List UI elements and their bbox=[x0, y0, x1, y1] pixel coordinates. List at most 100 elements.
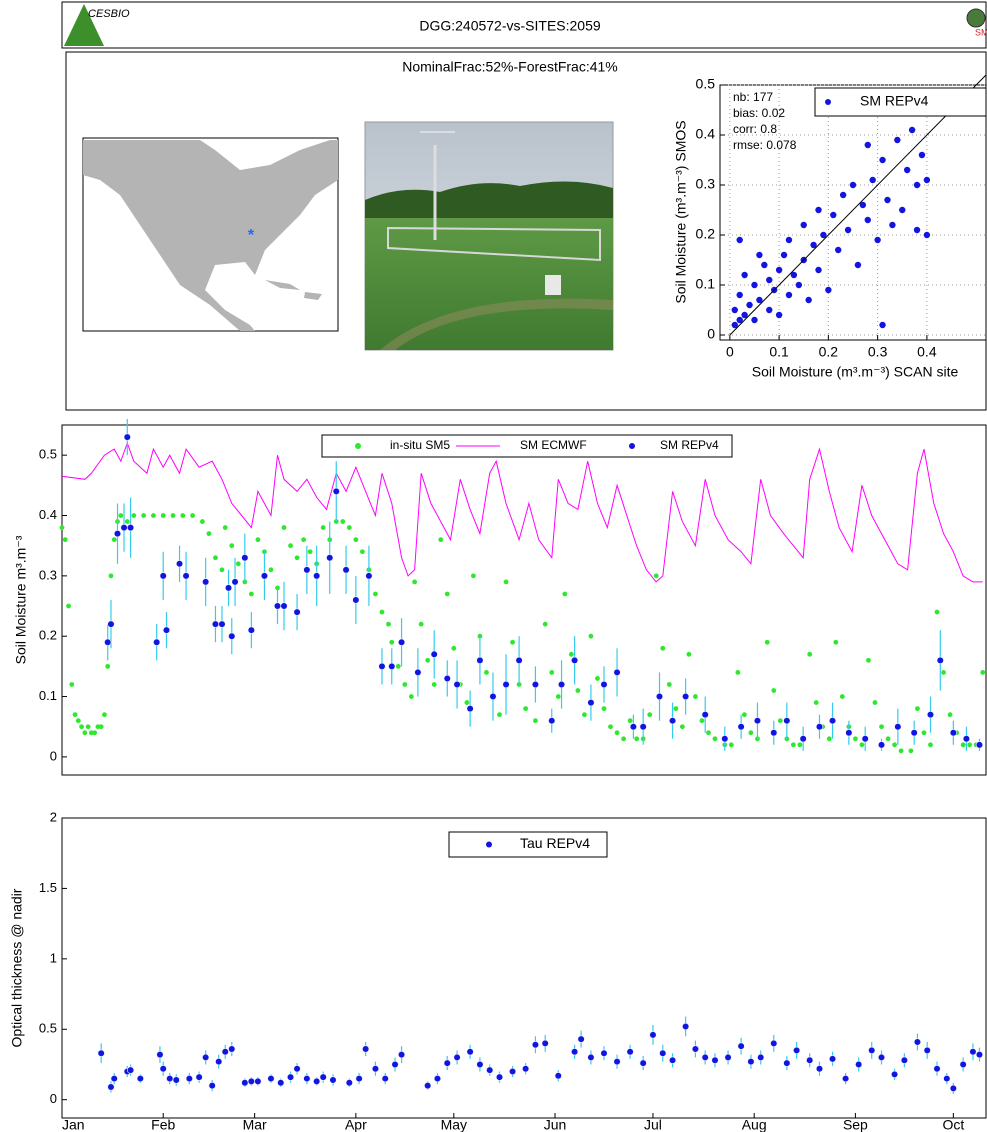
data-point bbox=[486, 1066, 494, 1074]
header-box bbox=[61, 1, 987, 49]
data-point bbox=[884, 196, 891, 204]
data-point bbox=[839, 191, 847, 199]
data-point bbox=[908, 126, 916, 134]
data-point bbox=[874, 236, 881, 244]
data-point bbox=[736, 236, 743, 244]
data-point bbox=[575, 688, 581, 693]
x-tick-label: Oct bbox=[942, 1117, 964, 1132]
data-point bbox=[228, 1045, 236, 1053]
data-point bbox=[587, 1053, 595, 1062]
data-point bbox=[113, 530, 122, 538]
data-point bbox=[355, 1074, 363, 1083]
data-point bbox=[199, 519, 205, 524]
data-point bbox=[571, 656, 579, 664]
data-point bbox=[736, 291, 743, 299]
data-point bbox=[59, 525, 65, 530]
data-point bbox=[815, 206, 822, 214]
data-point bbox=[92, 730, 98, 736]
data-point bbox=[686, 651, 692, 657]
data-point bbox=[864, 216, 871, 224]
data-point bbox=[313, 1077, 321, 1085]
data-point bbox=[107, 1083, 115, 1091]
data-point bbox=[587, 698, 595, 707]
data-point bbox=[548, 717, 556, 725]
y-tick-label: 0.2 bbox=[39, 628, 57, 643]
data-point bbox=[879, 156, 886, 164]
data-point bbox=[852, 736, 858, 742]
data-point bbox=[268, 567, 274, 573]
data-point bbox=[783, 1059, 791, 1067]
data-point bbox=[397, 638, 406, 646]
data-point bbox=[682, 692, 690, 701]
data-point bbox=[785, 291, 793, 299]
data-point bbox=[866, 657, 871, 663]
data-point bbox=[960, 742, 966, 748]
data-point bbox=[943, 1074, 951, 1083]
data-point bbox=[825, 286, 832, 294]
data-point bbox=[111, 537, 117, 543]
y-axis-label: Optical thickness @ nadir bbox=[9, 888, 25, 1047]
data-point bbox=[342, 566, 350, 574]
data-point bbox=[208, 1082, 216, 1090]
data-point bbox=[613, 1058, 621, 1066]
data-point bbox=[453, 1053, 461, 1062]
data-point bbox=[908, 748, 914, 754]
data-point bbox=[885, 736, 891, 742]
data-point bbox=[303, 566, 311, 574]
data-point bbox=[800, 221, 807, 229]
data-point bbox=[108, 573, 114, 579]
data-point bbox=[712, 736, 718, 742]
data-point bbox=[260, 572, 269, 580]
data-point bbox=[508, 1067, 517, 1076]
data-point bbox=[864, 141, 871, 149]
data-point bbox=[123, 433, 131, 441]
data-point bbox=[231, 578, 239, 586]
data-point bbox=[926, 711, 935, 719]
data-point bbox=[975, 741, 984, 749]
legend-marker bbox=[486, 841, 492, 848]
data-point bbox=[571, 1048, 579, 1056]
data-point bbox=[627, 718, 633, 724]
data-point bbox=[359, 549, 365, 555]
data-point bbox=[451, 645, 457, 651]
data-point bbox=[868, 1046, 876, 1054]
data-point bbox=[647, 712, 653, 718]
y-tick-label: 0.3 bbox=[696, 176, 716, 192]
line-series bbox=[61, 441, 983, 583]
data-point bbox=[751, 316, 758, 324]
data-point bbox=[918, 151, 926, 159]
data-point bbox=[301, 537, 307, 543]
data-point bbox=[967, 742, 973, 748]
x-tick-label: Feb bbox=[151, 1117, 175, 1132]
data-point bbox=[218, 620, 226, 628]
plot-area: 0 0.1 0.2 0.3 0.4 0.5 in-situ SM5 SM ECMWF SM RE… bbox=[13, 418, 987, 776]
data-point bbox=[855, 1060, 863, 1069]
data-point bbox=[319, 1073, 327, 1081]
data-point bbox=[751, 281, 758, 289]
y-tick-label: 0.5 bbox=[696, 76, 716, 92]
data-point bbox=[595, 676, 600, 681]
data-point bbox=[277, 1079, 285, 1087]
data-point bbox=[345, 1079, 353, 1087]
data-point bbox=[613, 668, 621, 677]
data-point bbox=[928, 742, 933, 748]
data-point bbox=[626, 1048, 634, 1056]
data-point bbox=[659, 1049, 667, 1057]
data-point bbox=[502, 680, 510, 689]
data-point bbox=[797, 742, 803, 748]
data-point bbox=[706, 730, 711, 736]
data-point bbox=[464, 700, 470, 705]
data-point bbox=[554, 1072, 562, 1080]
data-point bbox=[281, 525, 287, 530]
data-point bbox=[221, 1048, 229, 1056]
data-point bbox=[102, 712, 107, 718]
data-point bbox=[85, 724, 91, 730]
data-point bbox=[293, 608, 301, 616]
data-point bbox=[531, 680, 540, 689]
data-point bbox=[510, 639, 515, 645]
data-point bbox=[845, 729, 853, 737]
x-tick-label: Jul bbox=[644, 1117, 662, 1132]
data-point bbox=[915, 706, 920, 712]
data-point bbox=[949, 1084, 957, 1093]
data-point bbox=[267, 1074, 275, 1083]
